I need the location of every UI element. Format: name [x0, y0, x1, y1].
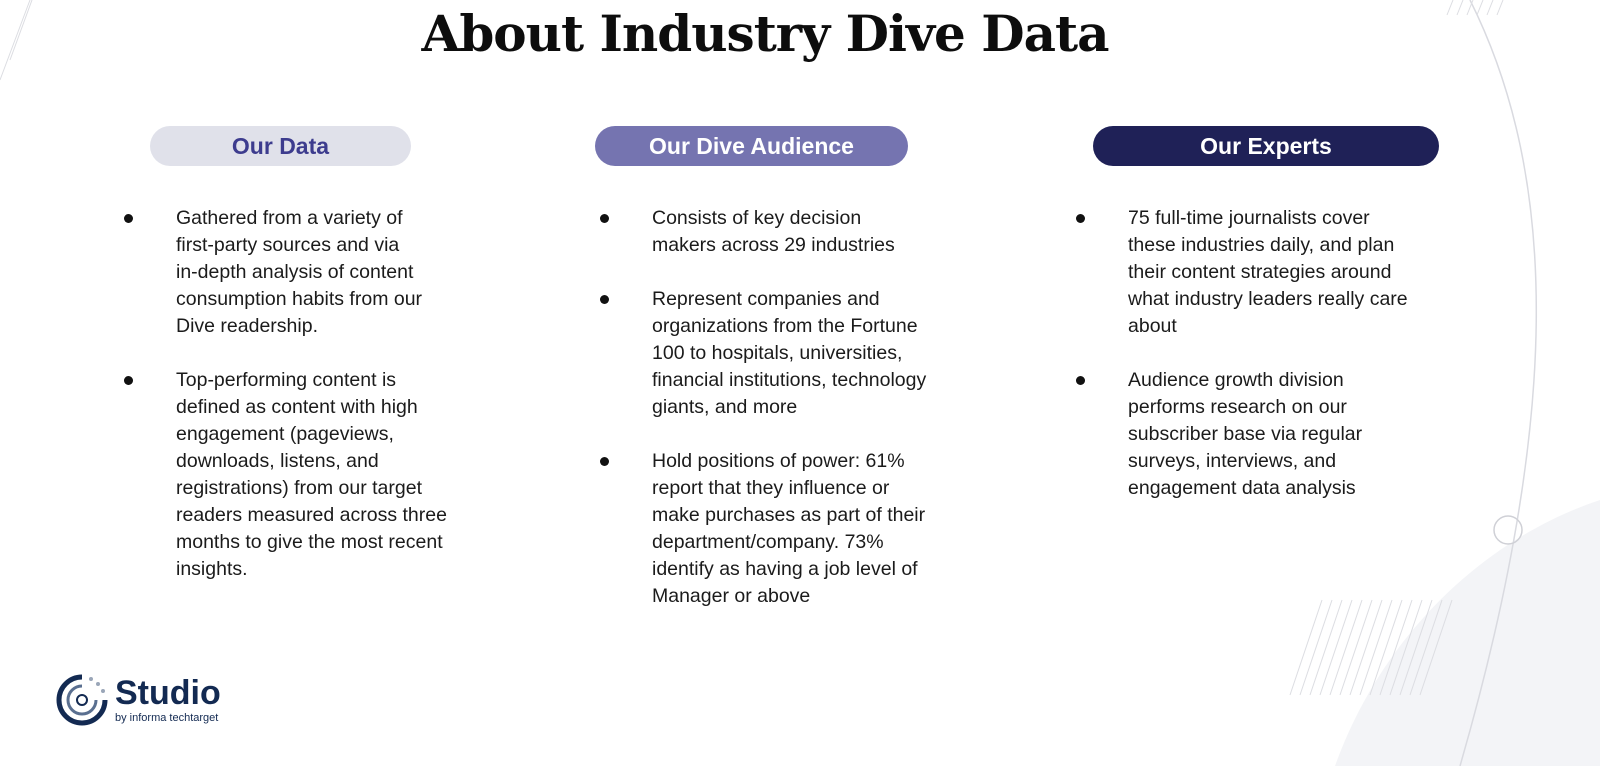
- bullet-icon: [124, 376, 133, 385]
- our-experts-heading: Our Experts: [1093, 126, 1439, 166]
- bullet-text: Hold positions of power: 61% report that…: [652, 450, 926, 607]
- bullet-icon: [124, 214, 133, 223]
- bullet-icon: [1076, 376, 1085, 385]
- bullet-text: Consists of key decision makers across 2…: [652, 207, 895, 256]
- list-item: Hold positions of power: 61% report that…: [600, 448, 926, 610]
- our-dive-audience-list: Consists of key decision makers across 2…: [600, 205, 926, 637]
- list-item: Represent companies and organizations fr…: [600, 286, 926, 421]
- bullet-icon: [600, 295, 609, 304]
- studio-swirl-icon: [56, 674, 108, 726]
- our-experts-list: 75 full-time journalists cover these ind…: [1076, 205, 1408, 529]
- page-title: About Industry Dive Data: [421, 4, 1110, 63]
- bullet-text: Audience growth division performs resear…: [1128, 369, 1363, 499]
- logo-name: Studio: [115, 674, 221, 712]
- studio-logo: Studio by informa techtarget: [55, 673, 221, 727]
- bullet-icon: [600, 457, 609, 466]
- list-item: Gathered from a variety of first-party s…: [124, 205, 447, 340]
- logo-tagline: by informa techtarget: [115, 712, 219, 724]
- bullet-icon: [600, 214, 609, 223]
- bullet-text: Gathered from a variety of first-party s…: [176, 207, 423, 337]
- list-item: Top-performing content is defined as con…: [124, 367, 447, 583]
- list-item: 75 full-time journalists cover these ind…: [1076, 205, 1408, 340]
- bullet-text: Represent companies and organizations fr…: [652, 288, 927, 418]
- list-item: Audience growth division performs resear…: [1076, 367, 1408, 502]
- list-item: Consists of key decision makers across 2…: [600, 205, 926, 259]
- our-data-list: Gathered from a variety of first-party s…: [124, 205, 447, 610]
- bullet-text: Top-performing content is defined as con…: [176, 369, 447, 580]
- bullet-text: 75 full-time journalists cover these ind…: [1128, 207, 1408, 337]
- our-data-heading: Our Data: [150, 126, 411, 166]
- bullet-icon: [1076, 214, 1085, 223]
- our-dive-audience-heading: Our Dive Audience: [595, 126, 908, 166]
